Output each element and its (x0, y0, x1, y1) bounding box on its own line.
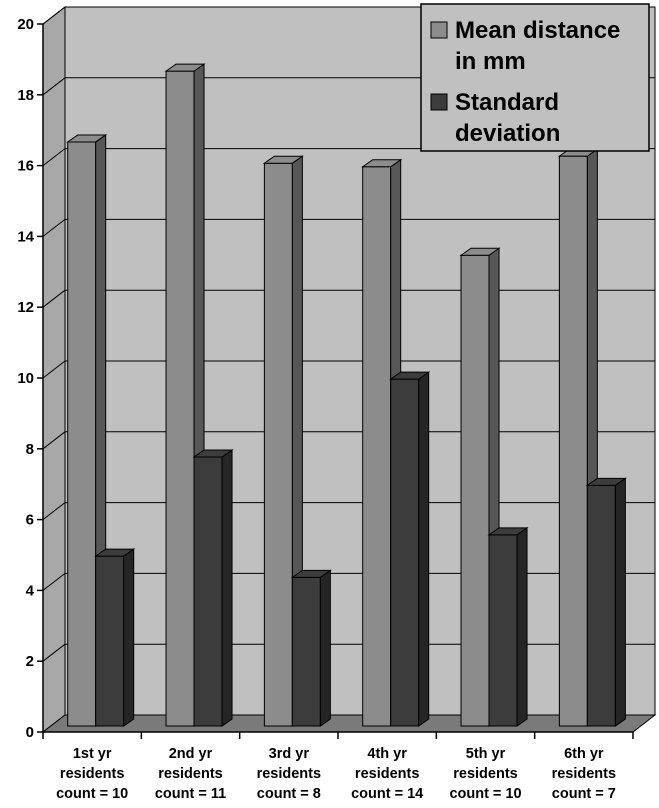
y-tick-label: 0 (26, 724, 34, 741)
axes (37, 23, 634, 739)
x-tick-label: residents (552, 766, 616, 782)
gridline-side (42, 289, 66, 308)
x-tick-label: residents (60, 766, 124, 782)
y-tick-label: 20 (17, 16, 34, 33)
bar-sd (94, 548, 136, 728)
gridline-side (42, 360, 66, 379)
x-tick-label: residents (158, 766, 222, 782)
x-category-labels: 1st yr residents count = 10 2nd yr residents… (56, 746, 616, 802)
x-tick-label: count = 8 (257, 786, 321, 802)
legend-swatch (430, 93, 448, 111)
y-tick-label: 8 (26, 441, 34, 458)
x-tick-label: 5th yr (466, 746, 506, 762)
x-tick-label: count = 7 (552, 786, 616, 802)
legend-label: deviation (455, 120, 560, 147)
legend-label: Standard (455, 89, 559, 116)
y-tick-label: 12 (17, 299, 34, 316)
gridline-side (42, 643, 66, 662)
bar-sd (585, 477, 627, 728)
gridline-side (42, 573, 66, 591)
bar-sd (192, 449, 234, 728)
x-tick-label: count = 11 (155, 786, 226, 802)
y-tick-label: 14 (17, 228, 34, 245)
x-tick-label: residents (355, 766, 419, 782)
y-tick-label: 2 (26, 653, 34, 670)
y-tick-labels: 0 2 4 6 8 10 12 14 16 18 20 (17, 16, 34, 741)
x-tick-label: 2nd yr (169, 746, 213, 762)
legend-label: Mean distance (455, 17, 620, 44)
x-tick-label: residents (257, 766, 321, 782)
x-tick-label: 1st yr (73, 746, 112, 762)
gridline-side (42, 502, 66, 520)
y-tick-label: 16 (17, 158, 34, 175)
y-tick-label: 10 (17, 370, 34, 387)
x-tick-label: 3rd yr (269, 746, 310, 762)
gridline-side (42, 77, 66, 96)
y-tick-label: 4 (26, 582, 35, 599)
legend: Mean distance in mm Standard deviation (420, 3, 650, 152)
x-tick-label: count = 14 (351, 786, 423, 802)
x-tick-label: count = 10 (449, 786, 521, 802)
bar-sd (389, 371, 431, 728)
legend-label: in mm (455, 48, 526, 75)
bar-sd (290, 569, 332, 728)
gridline-side (42, 219, 66, 237)
x-tick-label: count = 10 (56, 786, 128, 802)
gridline-side (42, 6, 66, 25)
legend-box (420, 3, 650, 152)
x-tick-label: residents (453, 766, 517, 782)
bars (66, 63, 627, 728)
bar-sd (487, 526, 529, 728)
x-tick-label: 6th yr (564, 746, 604, 762)
y-tick-label: 6 (26, 512, 34, 529)
y-tick-label: 18 (17, 87, 34, 104)
gridline-side (42, 148, 66, 166)
legend-swatch (430, 21, 448, 39)
gridline-side (42, 431, 66, 450)
x-tick-label: 4th yr (367, 746, 407, 762)
